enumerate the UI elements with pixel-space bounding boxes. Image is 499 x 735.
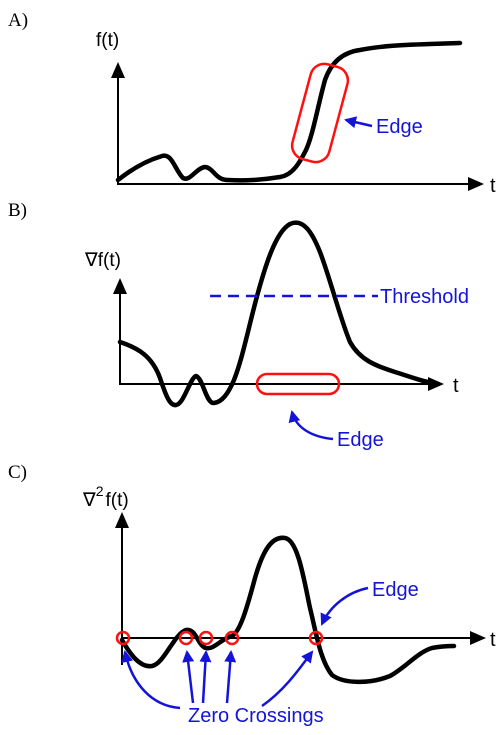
- panel-a-letter: A): [8, 10, 28, 31]
- panel-a-edge-arrow: [344, 116, 373, 129]
- zero-crossings-label: Zero Crossings: [188, 705, 324, 727]
- panel-b: B) ∇f(t) t Threshold Edge: [8, 200, 469, 451]
- panel-c-ylabel-rest: f(t): [106, 490, 129, 511]
- zero-crossing-marker: [308, 630, 324, 646]
- panel-c-xlabel: t: [490, 629, 496, 651]
- panel-b-letter: B): [8, 200, 27, 221]
- panel-a: A) f(t) t Edge: [8, 10, 496, 197]
- zero-crossing-arrow: [121, 650, 181, 710]
- panel-b-edge-arrow: [288, 410, 334, 441]
- zero-crossing-marker: [178, 630, 194, 646]
- zero-crossing-marker: [115, 630, 131, 646]
- panel-a-edge-label: Edge: [376, 116, 423, 138]
- panel-b-edge-label: Edge: [337, 429, 384, 451]
- panel-b-y-arrowhead: [113, 278, 127, 294]
- panel-c-laplacian-curve: [119, 535, 457, 685]
- zero-crossing-arrow: [224, 650, 237, 704]
- panel-c-edge-label: Edge: [372, 579, 419, 601]
- zero-crossing-marker: [224, 630, 240, 646]
- panel-b-ylabel: ∇f(t): [84, 250, 121, 271]
- panel-a-ylabel: f(t): [96, 30, 119, 51]
- panel-b-edge-highlight: [255, 372, 341, 396]
- panel-c-ylabel-nabla: ∇: [82, 490, 96, 511]
- panel-c-letter: C): [8, 462, 27, 483]
- panel-a-edge-highlight: [290, 62, 350, 164]
- panel-a-y-arrowhead: [111, 62, 125, 78]
- panel-c-y-arrowhead: [115, 512, 129, 528]
- panel-c-ylabel: ∇2 f(t): [82, 483, 129, 511]
- panel-b-gradient-curve: [117, 220, 431, 408]
- panel-a-x-arrowhead: [468, 177, 484, 191]
- zero-crossing-arrow: [199, 650, 212, 704]
- panel-c-ylabel-sup: 2: [96, 483, 104, 499]
- zero-crossing-arrows: [121, 650, 314, 710]
- panel-a-xlabel: t: [490, 175, 496, 197]
- zero-crossing-arrow: [182, 650, 195, 704]
- panel-b-x-arrowhead: [428, 377, 444, 391]
- panel-b-xlabel: t: [453, 375, 459, 397]
- panel-c-edge-arrow: [320, 586, 369, 626]
- zero-crossing-marker: [198, 630, 214, 646]
- panel-a-signal-curve: [115, 40, 463, 183]
- panel-c-x-arrowhead: [470, 631, 486, 645]
- panel-b-threshold-label: Threshold: [380, 286, 469, 308]
- panel-c: C) ∇2 f(t) t Edge Zero Crossings: [8, 462, 496, 727]
- zero-crossing-arrow: [261, 650, 314, 708]
